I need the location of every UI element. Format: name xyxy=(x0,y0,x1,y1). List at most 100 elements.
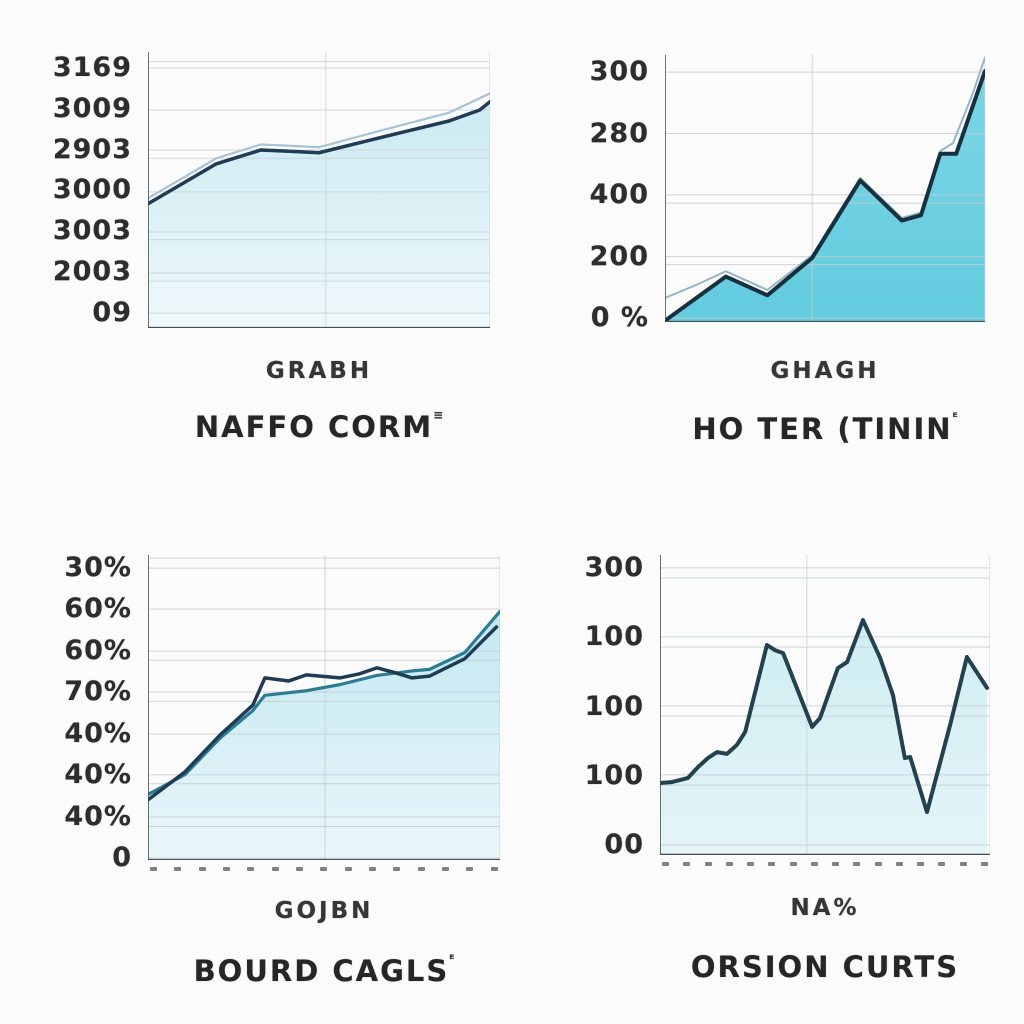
y-tick-label: 40% xyxy=(64,717,132,749)
x-tick-mark xyxy=(747,862,755,866)
x-tick-mark xyxy=(442,867,450,871)
main-line xyxy=(148,102,490,204)
chart-title: GRABH xyxy=(265,358,373,384)
chart-title: NA% xyxy=(790,895,860,921)
chart-subtitle-text: NAFFO CORM xyxy=(194,410,434,444)
y-tick-label: 2903 xyxy=(52,133,132,165)
y-axis-labels: 3169 3009 2903 3000 3003 2003 09 xyxy=(20,54,132,327)
y-axis-labels: 300 280 400 200 0 % xyxy=(540,58,649,332)
y-tick-label: 0 xyxy=(112,841,132,873)
x-tick-mark xyxy=(662,862,669,866)
y-tick-label: 400 xyxy=(589,179,649,210)
y-tick-label: 3169 xyxy=(52,52,132,83)
plot-area xyxy=(148,52,490,328)
chart-svg xyxy=(660,555,990,855)
y-tick-label: 70% xyxy=(64,676,132,708)
y-tick-label: 200 xyxy=(589,240,649,272)
x-tick-mark xyxy=(980,862,988,866)
y-tick-label: 60% xyxy=(64,593,132,625)
x-tick-mark xyxy=(789,862,797,866)
area-fill xyxy=(148,611,500,860)
y-tick-label: 00 xyxy=(604,829,644,860)
chart-top-right: 300 280 400 200 0 % GHAGH HO TER (TININᴱ xyxy=(540,30,1000,500)
y-axis-labels: 30% 60% 60% 70% 40% 40% 40% 0 xyxy=(20,554,132,872)
y-tick-label: 3009 xyxy=(52,92,132,124)
chart-subtitle-text: BOURD CAGLS xyxy=(193,954,450,988)
chart-top-left: 3169 3009 2903 3000 3003 2003 09 GRABH NAFFO C… xyxy=(20,30,495,500)
chart-subtitle-text: ORSION CURTS xyxy=(690,950,960,984)
y-tick-label: 100 xyxy=(584,690,644,722)
x-tick-mark xyxy=(296,867,304,871)
y-tick-label: 300 xyxy=(584,552,644,583)
y-tick-label: 60% xyxy=(64,634,132,666)
y-tick-label: 100 xyxy=(584,759,644,791)
x-tick-mark xyxy=(683,862,691,866)
x-tick-mark xyxy=(174,867,182,871)
x-tick-mark xyxy=(874,862,882,866)
main-line xyxy=(660,620,987,812)
x-tick-mark xyxy=(938,862,946,866)
y-tick-label: 09 xyxy=(92,296,132,328)
x-tick-mark xyxy=(810,862,818,866)
y-tick-label: 2003 xyxy=(52,256,132,288)
area-fill xyxy=(660,620,988,855)
x-tick-mark xyxy=(271,867,279,871)
x-tick-mark xyxy=(344,867,352,871)
y-tick-label: 3000 xyxy=(52,174,132,206)
x-tick-mark xyxy=(768,862,776,866)
y-tick-label: 300 xyxy=(589,56,649,87)
y-tick-label: 3003 xyxy=(52,215,132,247)
plot-area xyxy=(148,555,500,860)
chart-subtitle-superscript: ᴱ xyxy=(952,410,958,424)
chart-subtitle: BOURD CAGLSᴱ xyxy=(148,952,500,988)
chart-subtitle: ORSION CURTS xyxy=(660,948,990,984)
x-tick-mark xyxy=(466,867,474,871)
x-tick-mark xyxy=(490,867,498,871)
chart-svg xyxy=(148,52,490,328)
chart-subtitle: NAFFO CORM≡ xyxy=(148,408,490,444)
main-line xyxy=(148,627,496,800)
y-tick-label: 40% xyxy=(64,800,132,832)
secondary-line xyxy=(148,93,490,198)
x-tick-mark xyxy=(917,862,925,866)
chart-subtitle: HO TER (TININᴱ xyxy=(665,410,985,446)
chart-bottom-left: 30% 60% 60% 70% 40% 40% 40% 0 GOJBN BOURD CAGLS… xyxy=(20,530,510,1010)
y-tick-label: 40% xyxy=(64,759,132,791)
chart-title: GOJBN xyxy=(274,898,374,924)
y-tick-label: 280 xyxy=(589,117,649,149)
area-fill xyxy=(148,101,490,328)
chart-bottom-right: 300 100 100 100 00 NA% ORSION CURTS xyxy=(540,530,1000,1010)
y-tick-label: 30% xyxy=(64,552,132,583)
x-tick-mark xyxy=(417,867,425,871)
chart-svg xyxy=(665,55,985,322)
y-tick-label: 0 % xyxy=(590,302,649,333)
x-tick-mark xyxy=(198,867,206,871)
x-tick-mark xyxy=(832,862,840,866)
x-tick-mark xyxy=(223,867,231,871)
x-tick-mark xyxy=(895,862,903,866)
x-tick-mark xyxy=(725,862,733,866)
chart-subtitle-superscript: ≡ xyxy=(433,408,444,422)
y-axis-labels: 300 100 100 100 00 xyxy=(540,554,644,859)
chart-svg xyxy=(148,555,500,860)
area-fill xyxy=(665,71,985,322)
chart-subtitle-superscript: ᴱ xyxy=(449,952,455,966)
x-tick-mark xyxy=(150,867,157,871)
teal-line xyxy=(148,611,500,794)
chart-subtitle-text: HO TER (TININ xyxy=(692,412,953,446)
x-tick-mark xyxy=(247,867,255,871)
chart-title: GHAGH xyxy=(770,358,880,384)
x-tick-mark xyxy=(369,867,377,871)
x-tick-mark xyxy=(853,862,861,866)
x-tick-mark xyxy=(320,867,328,871)
x-tick-mark xyxy=(704,862,712,866)
main-line xyxy=(665,71,985,321)
plot-area xyxy=(665,55,985,322)
x-tick-mark xyxy=(393,867,401,871)
x-axis-ticks xyxy=(148,867,500,871)
y-tick-label: 100 xyxy=(584,621,644,653)
plot-area xyxy=(660,555,990,855)
x-tick-mark xyxy=(959,862,967,866)
x-axis-ticks xyxy=(660,862,990,866)
